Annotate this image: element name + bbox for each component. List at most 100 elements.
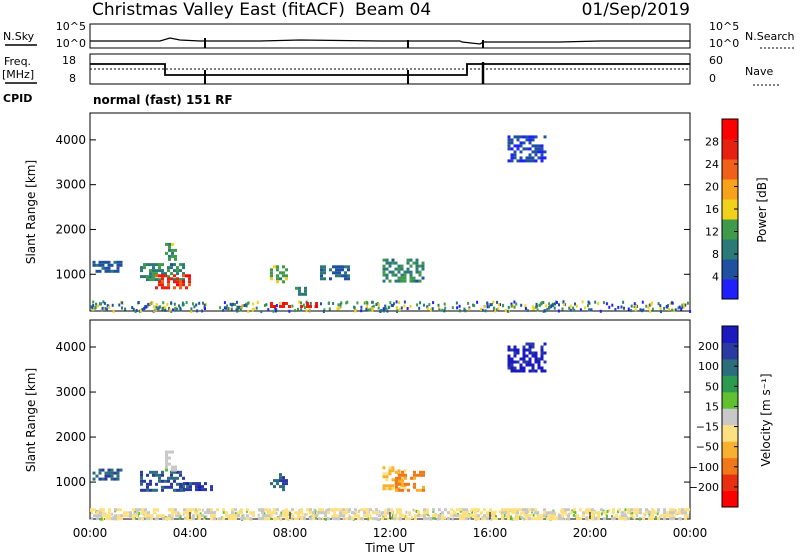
velocity-cell [388,466,392,470]
power-cell [507,141,511,145]
power-scatter-speck [617,305,620,309]
velocity-cell [477,517,480,521]
power-cell [320,268,323,272]
velocity-cell [104,471,108,475]
power-cell [171,254,174,258]
velocity-cell [110,477,114,481]
velocity-cell [382,475,386,479]
power-cell [388,261,392,265]
power-scatter-speck [398,301,401,305]
power-patch-8 [270,302,318,308]
velocity-cell [531,342,535,346]
velocity-cell [234,508,237,512]
power-cell [282,302,285,305]
velocity-cell [416,488,419,492]
velocity-cell [525,363,529,367]
velocity-cell [399,511,402,515]
velocity-cell [321,511,324,515]
velocity-cell [270,482,273,486]
velocity-scatter-speck [450,512,453,516]
velocity-cell [231,514,234,518]
velocity-cell [192,517,195,521]
power-scatter-speck [99,302,102,306]
power-scatter-speck [630,304,633,308]
velocity-ytick-label: 3000 [55,385,86,399]
velocity-cell [422,488,425,492]
velocity-scatter-speck [133,512,136,516]
velocity-cell [401,479,404,483]
power-scatter-speck [176,307,178,311]
power-cell [391,261,395,265]
power-scatter-speck [657,302,660,306]
velocity-scatter-speck [338,517,341,521]
velocity-scatter-speck [129,515,132,519]
velocity-cell [522,354,526,358]
velocity-cell [156,508,159,512]
velocity-cell [170,473,173,477]
velocity-cell [120,517,123,521]
power-scatter-speck [365,307,368,311]
velocity-scatter-speck [378,510,381,514]
power-scatter-speck [581,300,584,304]
velocity-cell [342,514,345,518]
velocity-scatter-speck [100,517,103,521]
velocity-cell [339,511,342,515]
velocity-cell [123,514,126,518]
velocity-cell [273,511,276,515]
velocity-cell [174,468,177,472]
power-cell [525,138,529,142]
power-scatter-speck [480,307,482,311]
power-cell [382,270,386,274]
velocity-cell [396,517,399,521]
velocity-cell [102,508,105,512]
power-cell [149,263,152,267]
power-cell [531,138,535,142]
velocity-cell [582,511,585,515]
velocity-cell [510,508,513,512]
velocity-cell [465,508,468,512]
velocity-cell [666,514,669,518]
velocity-cell [385,487,389,491]
power-cell [531,144,535,148]
velocity-cell [450,508,453,512]
velocity-cell [282,476,285,480]
freq-label: Freq. [4,55,31,68]
power-plot-frame [89,112,691,312]
power-cell [513,153,517,157]
velocity-cell [537,514,540,518]
velocity-cell [366,514,369,518]
power-scatter-speck [388,305,391,309]
power-scatter-speck [526,309,529,313]
power-scatter-speck [179,308,182,312]
power-scatter-speck [608,305,611,309]
velocity-cell [210,485,213,489]
power-cell [155,269,158,273]
power-colorbar-tick-label: 8 [712,248,719,261]
power-cell [406,270,410,274]
power-scatter-speck [278,301,281,305]
power-scatter-speck [320,302,322,306]
power-cell [174,248,177,252]
velocity-cell [525,342,529,346]
power-cell [516,147,520,151]
velocity-scatter-speck [314,509,317,513]
power-cell [164,286,167,290]
velocity-cell [140,479,143,483]
velocity-cell [171,450,174,454]
power-colorbar-swatch [722,199,738,220]
velocity-cell [501,511,504,515]
velocity-cell [210,488,213,492]
power-cell [300,305,303,308]
velocity-cell [120,514,123,518]
power-cell [158,280,161,284]
velocity-cell [114,514,117,518]
velocity-cell [279,485,282,489]
velocity-cell [333,508,336,512]
power-scatter-speck [164,306,167,310]
power-cell [285,274,288,278]
velocity-cell [407,482,410,486]
power-cell [406,267,410,271]
power-cell [182,280,185,284]
velocity-scatter-speck [324,517,327,521]
power-cell [171,251,174,255]
